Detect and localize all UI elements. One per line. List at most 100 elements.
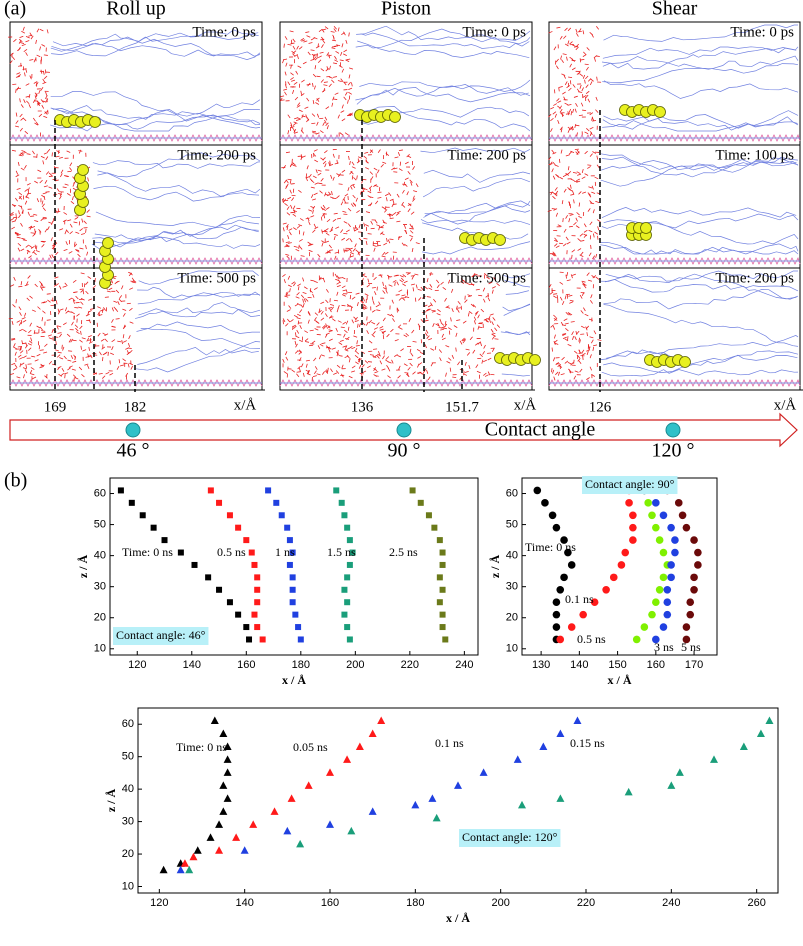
y-axis-title: z / Å bbox=[488, 555, 502, 579]
water-molecule bbox=[566, 114, 570, 115]
data-point bbox=[235, 525, 241, 531]
x-tick-label: 120 bbox=[150, 897, 168, 909]
data-point bbox=[341, 512, 347, 518]
data-point bbox=[246, 636, 252, 642]
water-molecule bbox=[411, 276, 415, 277]
data-point bbox=[690, 574, 698, 582]
data-point bbox=[341, 587, 347, 593]
data-point bbox=[765, 716, 773, 724]
data-point bbox=[227, 599, 233, 605]
data-point bbox=[660, 511, 668, 519]
data-point bbox=[667, 561, 675, 569]
data-point bbox=[556, 636, 564, 644]
water-molecule bbox=[352, 175, 353, 179]
data-point bbox=[437, 574, 443, 580]
data-point bbox=[675, 499, 683, 507]
data-point bbox=[641, 623, 649, 631]
data-point bbox=[377, 716, 385, 724]
x-tick-label: 240 bbox=[455, 659, 473, 671]
data-point bbox=[344, 574, 350, 580]
water-molecule bbox=[46, 192, 50, 193]
x-tick-label: 170 bbox=[685, 659, 703, 671]
data-point bbox=[288, 794, 296, 802]
data-point bbox=[683, 524, 691, 532]
data-point bbox=[192, 562, 198, 568]
data-point bbox=[185, 866, 193, 874]
time-label: Time: 0 ps bbox=[730, 24, 794, 40]
data-point bbox=[440, 612, 446, 618]
water-molecule bbox=[582, 110, 586, 111]
time-label: Time: 0 ps bbox=[192, 24, 256, 40]
surfactant-bead bbox=[655, 107, 666, 118]
data-point bbox=[290, 574, 296, 580]
y-tick-label: 60 bbox=[94, 487, 106, 499]
water-molecule bbox=[307, 84, 311, 85]
water-molecule bbox=[358, 359, 362, 360]
data-point bbox=[426, 512, 432, 518]
data-point bbox=[629, 536, 637, 544]
data-point bbox=[249, 820, 257, 828]
data-point bbox=[671, 536, 679, 544]
data-point bbox=[271, 807, 279, 815]
y-tick-label: 50 bbox=[122, 751, 134, 763]
data-point bbox=[347, 562, 353, 568]
data-point bbox=[553, 598, 561, 606]
data-point bbox=[418, 500, 424, 506]
y-tick-label: 50 bbox=[506, 518, 518, 530]
series-label: 0.5 ns bbox=[217, 545, 246, 559]
water-molecule bbox=[570, 80, 571, 84]
water-molecule bbox=[591, 245, 592, 249]
data-point bbox=[344, 599, 350, 605]
surfactant-bead bbox=[530, 355, 541, 366]
data-point bbox=[757, 729, 765, 737]
series-label: Time: 0 ns bbox=[176, 740, 227, 754]
x-tick-label: 120 bbox=[128, 659, 146, 671]
data-point bbox=[533, 487, 541, 495]
x-tick-label: 220 bbox=[401, 659, 419, 671]
data-point bbox=[295, 624, 301, 630]
angle-marker bbox=[126, 423, 140, 437]
water-molecule bbox=[62, 345, 63, 349]
data-point bbox=[667, 781, 675, 789]
data-point bbox=[341, 612, 347, 618]
data-point bbox=[254, 587, 260, 593]
data-point bbox=[579, 611, 587, 619]
data-point bbox=[333, 487, 339, 493]
data-point bbox=[440, 550, 446, 556]
data-point bbox=[347, 827, 355, 835]
x-tick-label: 240 bbox=[662, 897, 680, 909]
water-molecule bbox=[297, 372, 301, 373]
series-label: 0.1 ns bbox=[435, 736, 464, 750]
data-point bbox=[273, 500, 279, 506]
series-label: 0.05 ns bbox=[293, 740, 328, 754]
water-molecule bbox=[341, 327, 345, 328]
x-axis-title: x / Å bbox=[608, 673, 632, 687]
water-molecule bbox=[343, 233, 347, 234]
data-point bbox=[560, 574, 568, 582]
data-point bbox=[694, 549, 702, 557]
data-point bbox=[437, 537, 443, 543]
time-label: Time: 200 ps bbox=[447, 147, 526, 163]
data-point bbox=[556, 794, 564, 802]
data-point bbox=[344, 525, 350, 531]
surfactant-bead bbox=[641, 223, 652, 234]
data-point bbox=[265, 487, 271, 493]
angle-label: 46 ° bbox=[117, 440, 150, 462]
water-molecule bbox=[40, 350, 44, 351]
annotation: Contact angle: 120° bbox=[462, 830, 558, 844]
data-point bbox=[118, 487, 124, 493]
data-point bbox=[290, 587, 296, 593]
data-point bbox=[568, 561, 576, 569]
data-point bbox=[219, 781, 227, 789]
data-point bbox=[431, 525, 437, 531]
data-point bbox=[667, 574, 675, 582]
water-molecule bbox=[43, 217, 47, 218]
data-point bbox=[440, 587, 446, 593]
water-molecule bbox=[597, 236, 598, 240]
series-label: Time: 0 ns bbox=[122, 545, 173, 559]
panel-label: (b) bbox=[4, 470, 27, 492]
data-point bbox=[710, 755, 718, 763]
panel-label: (a) bbox=[4, 0, 26, 20]
data-point bbox=[224, 755, 232, 763]
